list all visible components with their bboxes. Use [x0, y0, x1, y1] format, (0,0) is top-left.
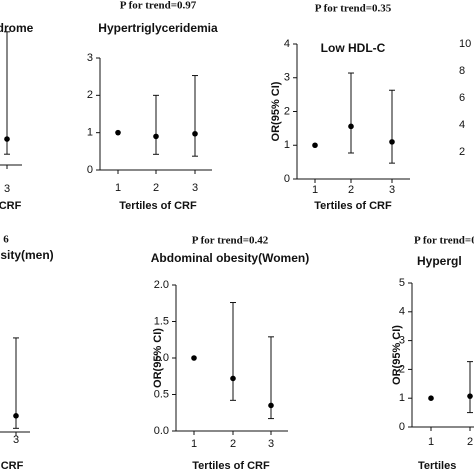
p-trend: 6	[3, 234, 9, 246]
point	[13, 413, 19, 419]
point	[348, 123, 354, 130]
point	[389, 139, 395, 145]
x-tick-label: 3	[4, 183, 10, 195]
y-axis-label: OR(95% CI)	[270, 81, 282, 141]
y-tick-label: 3	[399, 335, 405, 347]
panel-title: drome	[0, 21, 34, 35]
y-tick-label: 1	[399, 392, 405, 404]
x-tick-label: 1	[115, 182, 121, 194]
y-tick-label: 8	[459, 65, 465, 77]
point	[467, 393, 473, 399]
y-tick-label: 3	[284, 72, 290, 84]
x-axis-label: CRF	[1, 460, 24, 472]
point	[428, 395, 434, 402]
x-tick-label: 2	[153, 182, 159, 194]
point	[312, 142, 318, 149]
p-trend: P for trend=0.97	[120, 0, 197, 12]
y-axis-label: OR(95% CI)	[391, 325, 403, 385]
panel-title: sity(men)	[0, 248, 53, 262]
y-tick-label: 1.5	[154, 315, 169, 327]
p-trend: P for trend=0	[414, 235, 474, 247]
y-tick-label: 10	[459, 38, 471, 50]
panel-title: Hypertriglyceridemia	[98, 21, 218, 35]
x-tick-label: 1	[428, 436, 434, 448]
y-tick-label: 2.0	[154, 279, 169, 291]
x-axis-label: Tertiles of CRF	[119, 200, 197, 212]
x-tick-label: 1	[312, 184, 318, 196]
x-tick-label: 3	[192, 182, 198, 194]
p-trend: P for trend=0.35	[315, 3, 392, 15]
panel-title: Hypergl	[417, 254, 462, 268]
y-tick-label: 5	[399, 277, 405, 289]
x-tick-label: 2	[230, 438, 236, 450]
point	[115, 129, 121, 136]
x-axis-label: Tertiles of CRF	[192, 460, 270, 472]
x-axis-label: Tertiles	[418, 460, 456, 472]
y-tick-label: 1.0	[154, 352, 169, 364]
y-tick-label: 2	[399, 363, 405, 375]
y-tick-label: 0	[284, 173, 290, 185]
point	[191, 355, 197, 361]
x-tick-label: 2	[348, 184, 354, 196]
y-tick-label: 2	[459, 146, 465, 158]
y-tick-label: 4	[284, 38, 290, 50]
y-tick-label: 4	[399, 306, 405, 318]
x-axis-label: CRF	[0, 200, 22, 212]
x-tick-label: 3	[389, 184, 395, 196]
point	[4, 136, 10, 142]
panel-title: Abdominal obesity(Women)	[151, 251, 309, 265]
y-tick-label: 1	[87, 127, 93, 139]
x-tick-label: 3	[13, 434, 19, 446]
y-tick-label: 6	[459, 92, 465, 104]
y-axis-label: OR(95% CI)	[152, 328, 164, 388]
x-tick-label: 1	[191, 438, 197, 450]
y-tick-label: 0	[87, 164, 93, 176]
point	[268, 402, 274, 409]
p-trend: P for trend=0.42	[192, 235, 269, 247]
y-tick-label: 2	[284, 105, 290, 117]
x-tick-label: 2	[467, 436, 473, 448]
y-tick-label: 2	[87, 89, 93, 101]
point	[192, 130, 198, 137]
x-axis-label: Tertiles of CRF	[314, 200, 392, 212]
y-tick-label: 0.5	[154, 388, 169, 400]
point	[153, 133, 159, 140]
y-tick-label: 0.0	[154, 425, 169, 437]
y-tick-label: 4	[459, 119, 465, 131]
point	[230, 375, 236, 382]
y-tick-label: 1	[284, 139, 290, 151]
y-tick-label: 0	[399, 421, 405, 433]
y-tick-label: 3	[87, 52, 93, 64]
panel-title: Low HDL-C	[321, 41, 386, 55]
x-tick-label: 3	[268, 438, 274, 450]
